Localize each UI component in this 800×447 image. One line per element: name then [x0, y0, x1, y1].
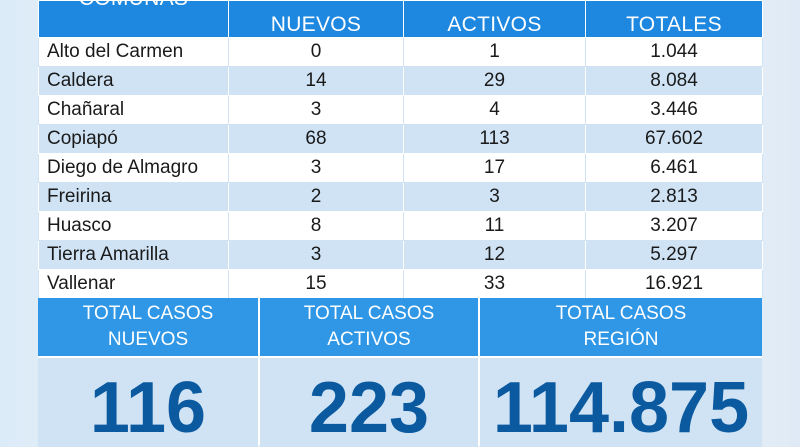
- cell-comuna: Tierra Amarilla: [38, 240, 229, 270]
- total-region-header: TOTAL CASOS REGIÓN: [480, 298, 762, 356]
- cell-totales: 16.921: [585, 269, 763, 299]
- total-region-block: TOTAL CASOS REGIÓN 114.875: [480, 298, 762, 447]
- header-comunas: COMUNAS: [38, 0, 229, 38]
- table-row: Huasco 8 11 3.207: [38, 211, 763, 241]
- cell-comuna: Diego de Almagro: [38, 153, 229, 183]
- cases-table: COMUNAS NUEVOS ACTIVOS TOTALES Alto del …: [38, 0, 763, 299]
- total-nuevos-label-line2: NUEVOS: [107, 329, 189, 350]
- cell-totales: 3.207: [585, 211, 763, 241]
- cell-activos: 29: [403, 66, 586, 96]
- total-nuevos-block: TOTAL CASOS NUEVOS 116: [38, 298, 260, 447]
- table-row: Diego de Almagro 3 17 6.461: [38, 153, 763, 183]
- header-nuevos: NUEVOS: [228, 0, 404, 38]
- cell-nuevos: 0: [228, 37, 404, 67]
- total-activos-label-line1: TOTAL CASOS: [303, 303, 435, 324]
- total-region-value: 114.875: [480, 356, 762, 447]
- total-nuevos-header: TOTAL CASOS NUEVOS: [38, 298, 258, 356]
- cell-nuevos: 2: [228, 182, 404, 212]
- cell-activos: 12: [403, 240, 586, 270]
- cell-comuna: Copiapó: [38, 124, 229, 154]
- total-activos-value: 223: [260, 356, 478, 447]
- cell-nuevos: 68: [228, 124, 404, 154]
- cell-nuevos: 8: [228, 211, 404, 241]
- cell-activos: 113: [403, 124, 586, 154]
- cell-activos: 1: [403, 37, 586, 67]
- cell-nuevos: 3: [228, 95, 404, 125]
- header-totales: TOTALES: [585, 0, 763, 38]
- cell-totales: 2.813: [585, 182, 763, 212]
- cell-totales: 6.461: [585, 153, 763, 183]
- table-row: Tierra Amarilla 3 12 5.297: [38, 240, 763, 270]
- table-header-row: COMUNAS NUEVOS ACTIVOS TOTALES: [38, 0, 763, 38]
- cell-activos: 4: [403, 95, 586, 125]
- cell-nuevos: 15: [228, 269, 404, 299]
- cell-comuna: Freirina: [38, 182, 229, 212]
- totals-panel: TOTAL CASOS NUEVOS 116 TOTAL CASOS ACTIV…: [38, 298, 762, 447]
- table-row: Vallenar 15 33 16.921: [38, 269, 763, 299]
- cell-comuna: Alto del Carmen: [38, 37, 229, 67]
- cell-totales: 3.446: [585, 95, 763, 125]
- cell-totales: 8.084: [585, 66, 763, 96]
- table-row: Caldera 14 29 8.084: [38, 66, 763, 96]
- table-row: Freirina 2 3 2.813: [38, 182, 763, 212]
- cell-totales: 5.297: [585, 240, 763, 270]
- cell-totales: 1.044: [585, 37, 763, 67]
- total-nuevos-value: 116: [38, 356, 258, 447]
- cell-activos: 3: [403, 182, 586, 212]
- total-region-label-line2: REGIÓN: [583, 329, 659, 350]
- cell-totales: 67.602: [585, 124, 763, 154]
- cell-nuevos: 14: [228, 66, 404, 96]
- cases-report: COMUNAS NUEVOS ACTIVOS TOTALES Alto del …: [38, 0, 763, 447]
- cell-comuna: Vallenar: [38, 269, 229, 299]
- cell-activos: 33: [403, 269, 586, 299]
- total-region-label-line1: TOTAL CASOS: [555, 303, 687, 324]
- table-row: Alto del Carmen 0 1 1.044: [38, 37, 763, 67]
- cell-comuna: Caldera: [38, 66, 229, 96]
- total-nuevos-label-line1: TOTAL CASOS: [82, 303, 214, 324]
- table-row: Copiapó 68 113 67.602: [38, 124, 763, 154]
- total-activos-header: TOTAL CASOS ACTIVOS: [260, 298, 478, 356]
- cell-nuevos: 3: [228, 153, 404, 183]
- cell-comuna: Huasco: [38, 211, 229, 241]
- cell-nuevos: 3: [228, 240, 404, 270]
- table-row: Chañaral 3 4 3.446: [38, 95, 763, 125]
- cell-activos: 11: [403, 211, 586, 241]
- header-activos: ACTIVOS: [403, 0, 586, 38]
- total-activos-label-line2: ACTIVOS: [327, 329, 411, 350]
- cell-comuna: Chañaral: [38, 95, 229, 125]
- cell-activos: 17: [403, 153, 586, 183]
- total-activos-block: TOTAL CASOS ACTIVOS 223: [260, 298, 480, 447]
